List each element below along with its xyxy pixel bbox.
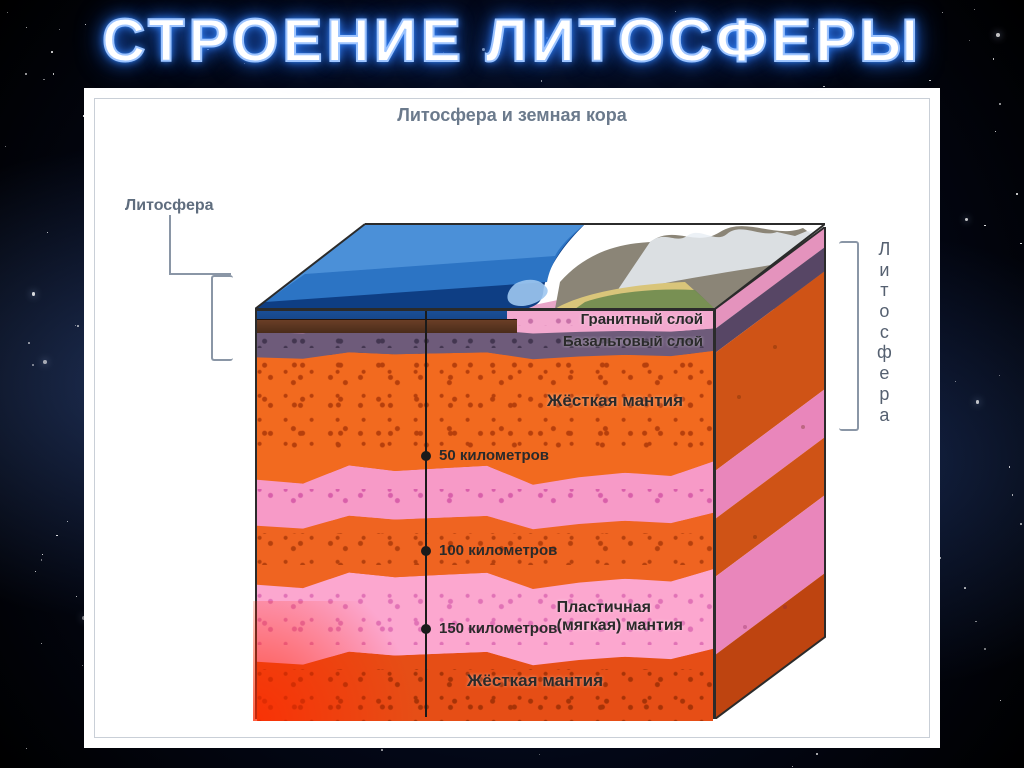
depth-label-150: 150 километров (439, 620, 557, 637)
layer-label-rigid_mantle1: Жёсткая мантия (547, 391, 683, 411)
depth-label-50: 50 километров (439, 447, 549, 464)
label-lithosphere-vertical: Литосфера (877, 239, 895, 425)
layer-boundary (257, 348, 713, 362)
diagram-card: Литосфера и земная кора Литосфера Литосф… (84, 88, 940, 748)
front-face: Гранитный слойБазальтовый слойЖёсткая ма… (255, 309, 715, 719)
card-frame: Литосфера и земная кора Литосфера Литосф… (94, 98, 930, 738)
brace-right (839, 241, 859, 431)
depth-label-100: 100 километров (439, 542, 557, 559)
leader-left (169, 215, 231, 275)
label-lithosphere-left: Литосфера (125, 197, 214, 215)
layer-label-rigid_mantle3: Жёсткая мантия (467, 671, 603, 691)
card-title: Литосфера и земная кора (95, 105, 929, 126)
page-title: СТРОЕНИЕ ЛИТОСФЕРЫ (102, 6, 922, 75)
depth-axis (425, 311, 427, 717)
depth-tick-100 (421, 546, 431, 556)
crust-block: Гранитный слойБазальтовый слойЖёсткая ма… (255, 229, 825, 719)
depth-tick-150 (421, 624, 431, 634)
page-title-wrap: СТРОЕНИЕ ЛИТОСФЕРЫ (0, 6, 1024, 75)
sediment-strip (257, 319, 517, 333)
layer-label-plastic2: Пластичная(мягкая) мантия (557, 599, 683, 634)
layer-boundary (257, 509, 713, 533)
brace-left (211, 275, 233, 361)
depth-tick-50 (421, 451, 431, 461)
side-face (715, 227, 827, 719)
layer-boundary (257, 565, 713, 593)
layer-boundary (257, 645, 713, 669)
